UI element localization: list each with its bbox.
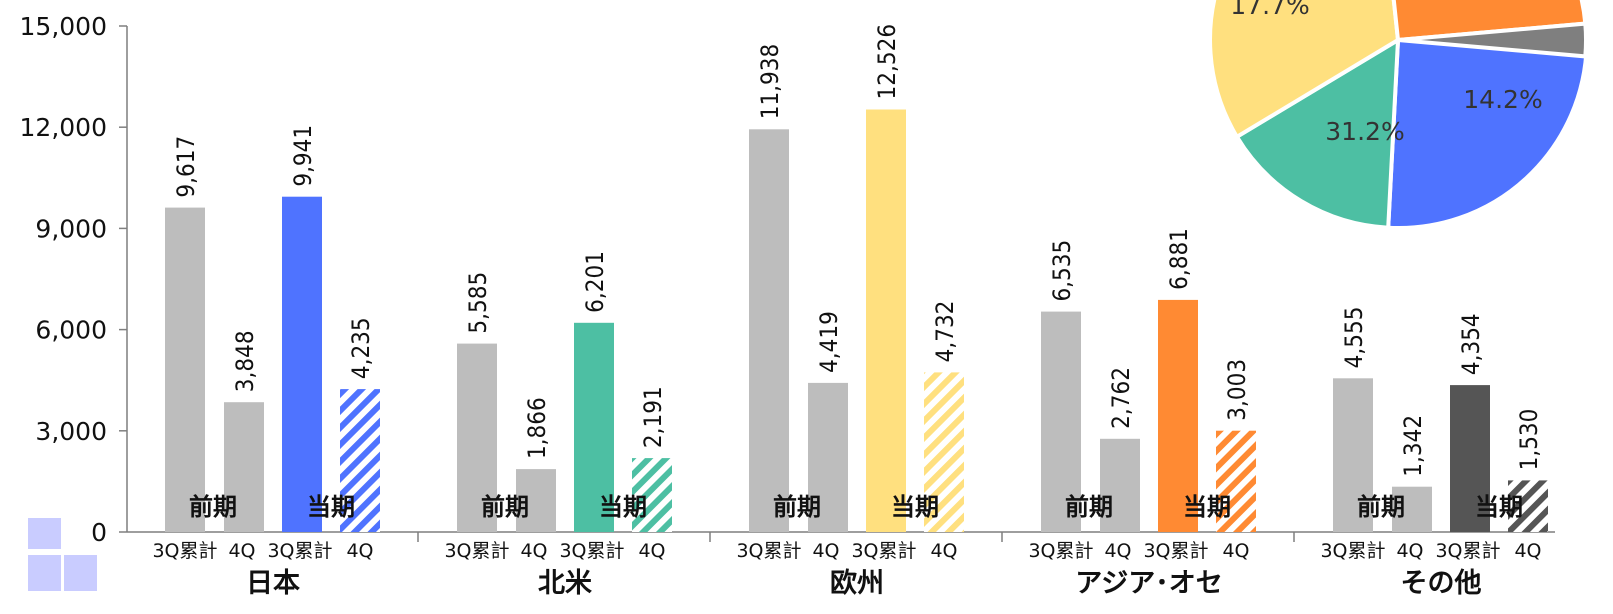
bar	[808, 382, 848, 532]
bar-value-label: 6,201	[581, 251, 609, 313]
bar-labels: 9,617 3,848 9,941 4,235 前期 当期 3Q累計 4Q 3Q累計 4Q 日本 5,…	[152, 24, 1543, 599]
bar-value-label: 11,938	[756, 44, 784, 120]
bar-value-label: 4,419	[815, 311, 843, 373]
period-label-prev: 前期	[773, 493, 821, 521]
pie-slice	[1391, 0, 1588, 43]
x-group-label: 北米	[538, 568, 592, 599]
pie-slice-label: 31.2%	[1325, 117, 1404, 146]
bar-value-label: 1,530	[1515, 409, 1543, 471]
bar-value-label: 4,235	[347, 317, 375, 379]
y-tick-label: 6,000	[35, 316, 107, 345]
bar-value-label: 6,535	[1048, 240, 1076, 302]
x-sub-label: 4Q	[930, 540, 957, 562]
x-sub-label: 4Q	[346, 540, 373, 562]
x-group-label: 日本	[246, 568, 300, 599]
bar-value-label: 2,762	[1107, 367, 1135, 429]
y-tick-label: 3,000	[35, 417, 107, 446]
bar-value-label: 4,555	[1340, 307, 1368, 369]
x-sub-label: 3Q累計	[1143, 540, 1208, 562]
bar-value-label: 1,866	[523, 397, 551, 459]
bar-value-label: 6,881	[1165, 228, 1193, 290]
decor-square	[28, 555, 61, 591]
y-tick-label: 15,000	[20, 12, 107, 41]
bar-value-label: 9,941	[289, 125, 317, 187]
bar	[866, 109, 906, 532]
bar-value-label: 1,342	[1399, 415, 1427, 477]
pie-chart: 14.2% 31.2% 17.7%	[1208, 0, 1589, 230]
period-label-curr: 当期	[1183, 493, 1231, 521]
bar-value-label: 4,732	[931, 301, 959, 363]
bar-value-label: 4,354	[1457, 313, 1485, 375]
bar-value-label: 2,191	[639, 386, 667, 448]
bar	[1100, 438, 1140, 532]
pie-slice	[1397, 21, 1589, 59]
y-tick-label: 12,000	[20, 113, 107, 142]
bar-value-label: 9,617	[172, 136, 200, 198]
x-sub-label: 3Q累計	[1028, 540, 1093, 562]
pie-slice	[1208, 0, 1401, 140]
bar-value-label: 3,848	[231, 330, 259, 392]
bar-value-label: 5,585	[464, 272, 492, 334]
period-label-curr: 当期	[891, 493, 939, 521]
x-sub-label: 4Q	[228, 540, 255, 562]
bar	[574, 322, 614, 532]
x-sub-label: 4Q	[812, 540, 839, 562]
bar	[1392, 486, 1432, 532]
bar	[924, 372, 964, 532]
x-group-label: アジア･オセ	[1075, 568, 1222, 599]
x-sub-label: 3Q累計	[267, 540, 332, 562]
x-sub-label: 4Q	[520, 540, 547, 562]
bar	[224, 402, 264, 532]
x-sub-label: 3Q累計	[152, 540, 217, 562]
bar	[1333, 378, 1373, 532]
bar	[1216, 430, 1256, 532]
y-tick-label: 0	[91, 518, 107, 547]
bar	[282, 196, 322, 532]
period-label-curr: 当期	[307, 493, 355, 521]
bar	[516, 469, 556, 532]
period-label-prev: 前期	[481, 493, 529, 521]
bar	[1041, 311, 1081, 532]
period-label-prev: 前期	[189, 493, 237, 521]
bar-series	[165, 109, 1548, 533]
x-sub-label: 4Q	[1222, 540, 1249, 562]
bar	[1508, 480, 1548, 532]
x-sub-label: 3Q累計	[559, 540, 624, 562]
period-label-prev: 前期	[1357, 493, 1405, 521]
pie-slice-label: 17.7%	[1230, 0, 1309, 20]
bar-value-label: 12,526	[873, 24, 901, 100]
period-label-curr: 当期	[599, 493, 647, 521]
x-group-label: その他	[1401, 568, 1482, 599]
x-sub-label: 4Q	[1104, 540, 1131, 562]
x-sub-label: 4Q	[1396, 540, 1423, 562]
x-sub-label: 3Q累計	[851, 540, 916, 562]
decorative-squares	[28, 518, 97, 591]
bar	[1450, 385, 1490, 532]
x-group-label: 欧州	[830, 568, 884, 599]
bar	[749, 129, 789, 533]
y-axis: 0 3,000 6,000 9,000 12,000 15,000	[20, 12, 1555, 547]
bar	[632, 458, 672, 532]
x-sub-label: 3Q累計	[1435, 540, 1500, 562]
y-tick-label: 9,000	[35, 214, 107, 243]
x-sub-label: 3Q累計	[1320, 540, 1385, 562]
x-sub-label: 3Q累計	[444, 540, 509, 562]
bar	[340, 389, 380, 532]
pie-slice-label: 14.2%	[1463, 85, 1542, 114]
bar	[1158, 299, 1198, 532]
x-sub-label: 4Q	[638, 540, 665, 562]
bar-value-label: 3,003	[1223, 359, 1251, 421]
period-label-curr: 当期	[1475, 493, 1523, 521]
pie-slice	[1234, 36, 1401, 230]
period-label-prev: 前期	[1065, 493, 1113, 521]
decor-square	[28, 518, 61, 549]
x-sub-label: 3Q累計	[736, 540, 801, 562]
bar	[457, 343, 497, 532]
x-sub-label: 4Q	[1514, 540, 1541, 562]
bar	[165, 207, 205, 532]
decor-square	[64, 555, 97, 591]
